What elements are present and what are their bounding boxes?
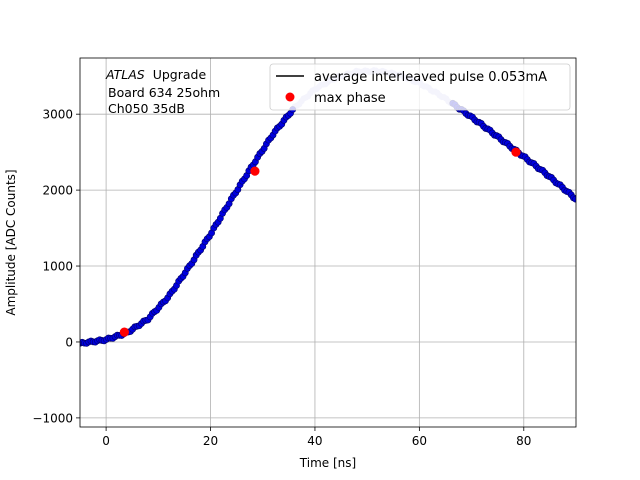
legend-entry-max-phase: max phase bbox=[314, 91, 386, 106]
y-tick-label: 2000 bbox=[42, 184, 73, 198]
annotation-experiment: ATLAS bbox=[105, 67, 145, 82]
legend-entry-pulse: average interleaved pulse 0.053mA bbox=[314, 70, 547, 85]
y-axis-label: Amplitude [ADC Counts] bbox=[4, 169, 18, 315]
annotation-channel: Ch050 35dB bbox=[108, 101, 185, 116]
x-tick-label: 0 bbox=[102, 434, 110, 448]
annotation-board: Board 634 25ohm bbox=[108, 85, 220, 100]
svg-text:ATLAS Upgrade: ATLAS Upgrade bbox=[105, 67, 206, 82]
max-phase-point bbox=[119, 327, 129, 337]
pulse-point bbox=[572, 195, 576, 203]
plot-frame bbox=[79, 57, 577, 428]
x-tick-label: 40 bbox=[307, 434, 322, 448]
grid bbox=[80, 58, 576, 427]
annotation: ATLAS Upgrade Board 634 25ohm Ch050 35dB bbox=[105, 67, 220, 116]
y-tick-label: 0 bbox=[65, 335, 73, 349]
max-phase-point bbox=[250, 166, 260, 176]
y-tick-label: −1000 bbox=[32, 411, 73, 425]
y-tick-label: 1000 bbox=[42, 260, 73, 274]
pulse-points bbox=[80, 99, 576, 347]
x-axis-label: Time [ns] bbox=[299, 456, 356, 470]
legend: average interleaved pulse 0.053mA max ph… bbox=[269, 63, 571, 111]
x-tick-label: 80 bbox=[516, 434, 531, 448]
plot-background bbox=[80, 58, 576, 427]
legend-box bbox=[269, 63, 571, 111]
x-tick-label: 20 bbox=[203, 434, 218, 448]
axis-ticks: 0 20 40 60 80 −1000 0 1000 2000 3000 bbox=[32, 108, 531, 448]
legend-dot-swatch bbox=[285, 92, 295, 102]
max-phase-point bbox=[511, 147, 521, 157]
max-phase-points bbox=[119, 147, 521, 337]
x-tick-label: 60 bbox=[412, 434, 427, 448]
annotation-tag: Upgrade bbox=[153, 67, 207, 82]
y-tick-label: 3000 bbox=[42, 108, 73, 122]
